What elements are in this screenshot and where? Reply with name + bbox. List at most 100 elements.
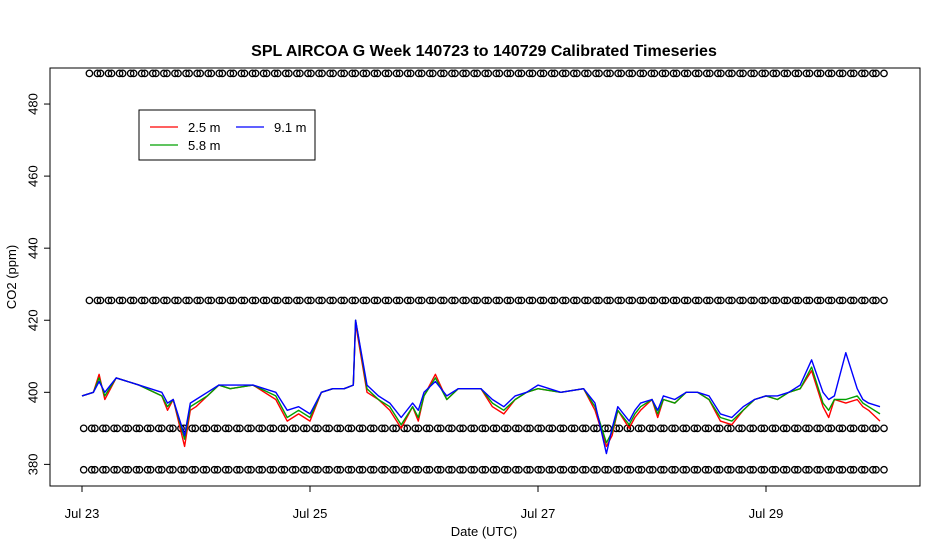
calibration-point bbox=[835, 424, 844, 433]
calibration-point bbox=[816, 465, 825, 474]
calibration-point bbox=[802, 296, 811, 305]
calibration-point bbox=[414, 296, 423, 305]
calibration-point bbox=[296, 69, 304, 78]
calibration-point bbox=[539, 296, 548, 305]
calibration-point bbox=[481, 424, 490, 433]
calibration-point bbox=[658, 69, 667, 78]
calibration-point bbox=[857, 424, 866, 433]
calibration-point bbox=[270, 296, 279, 305]
calibration-point bbox=[436, 424, 445, 433]
calibration-point bbox=[229, 296, 238, 305]
calibration-point bbox=[433, 424, 442, 433]
calibration-point bbox=[492, 69, 501, 78]
calibration-point bbox=[288, 465, 297, 474]
calibration-point bbox=[384, 69, 393, 78]
calibration-point bbox=[358, 424, 367, 433]
calibration-point bbox=[124, 465, 133, 474]
calibration-point bbox=[738, 424, 746, 433]
calibration-point bbox=[315, 296, 323, 305]
calibration-point bbox=[199, 465, 208, 474]
calibration-point bbox=[87, 465, 96, 474]
calibration-point bbox=[470, 296, 478, 305]
calibration-point bbox=[85, 296, 94, 305]
calibration-point bbox=[536, 296, 545, 305]
calibration-point bbox=[628, 296, 637, 305]
legend-label: 9.1 m bbox=[274, 120, 307, 135]
calibration-point bbox=[381, 465, 389, 474]
calibration-point bbox=[779, 465, 788, 474]
calibration-point bbox=[805, 296, 814, 305]
calibration-point bbox=[556, 465, 565, 474]
y-axis: 380 400 420 440 460 480 bbox=[25, 93, 50, 475]
calibration-point bbox=[559, 424, 568, 433]
calibration-point bbox=[169, 424, 177, 433]
x-tick-label: Jul 23 bbox=[65, 506, 100, 521]
calibration-point bbox=[307, 69, 315, 78]
calibration-point bbox=[679, 465, 687, 474]
calibration-point bbox=[146, 424, 155, 433]
calibration-point bbox=[601, 465, 609, 474]
calibration-point bbox=[771, 424, 780, 433]
calibration-point bbox=[702, 296, 711, 305]
calibration-point bbox=[679, 424, 687, 433]
calibration-point bbox=[636, 69, 645, 78]
calibration-point bbox=[838, 296, 847, 305]
calibration-point bbox=[248, 296, 257, 305]
calibration-point bbox=[750, 69, 758, 78]
calibration-point bbox=[163, 69, 171, 78]
calibration-point bbox=[196, 296, 205, 305]
calibration-point bbox=[299, 465, 308, 474]
calibration-point bbox=[121, 424, 130, 433]
calibration-point bbox=[880, 296, 888, 305]
calibration-point bbox=[727, 465, 735, 474]
calibration-point bbox=[780, 296, 789, 305]
calibration-point bbox=[573, 69, 581, 78]
calibration-point bbox=[174, 69, 182, 78]
calibration-point bbox=[573, 296, 581, 305]
calibration-point bbox=[661, 296, 670, 305]
calibration-point bbox=[835, 296, 844, 305]
calibration-point bbox=[868, 465, 877, 474]
calibration-point bbox=[481, 69, 490, 78]
calibration-point bbox=[772, 296, 781, 305]
calibration-point bbox=[171, 69, 179, 78]
calibration-point bbox=[648, 424, 657, 433]
calibration-point bbox=[790, 465, 799, 474]
calibration-point bbox=[567, 465, 576, 474]
calibration-point bbox=[467, 465, 475, 474]
calibration-point bbox=[392, 465, 401, 474]
calibration-point bbox=[146, 465, 155, 474]
calibration-point bbox=[96, 69, 105, 78]
calibration-point bbox=[683, 296, 692, 305]
calibration-point bbox=[395, 69, 404, 78]
calibration-point bbox=[232, 465, 241, 474]
calibration-point bbox=[728, 69, 736, 78]
calibration-point bbox=[87, 424, 96, 433]
calibration-point bbox=[129, 296, 138, 305]
calibration-point bbox=[739, 69, 747, 78]
calibration-point bbox=[191, 424, 200, 433]
calibration-point bbox=[251, 296, 260, 305]
calibration-point bbox=[503, 69, 512, 78]
calibration-point bbox=[277, 424, 286, 433]
calibration-point bbox=[860, 465, 869, 474]
calibration-point bbox=[492, 424, 501, 433]
calibration-point bbox=[702, 69, 711, 78]
calibration-point bbox=[615, 465, 624, 474]
calibration-point bbox=[417, 69, 426, 78]
calibration-point bbox=[259, 296, 268, 305]
calibration-point bbox=[534, 465, 542, 474]
calibration-point bbox=[794, 465, 802, 474]
calibration-point bbox=[444, 465, 453, 474]
calibration-point bbox=[849, 296, 858, 305]
calibration-point bbox=[682, 465, 691, 474]
calibration-point bbox=[425, 69, 434, 78]
calibration-point bbox=[715, 424, 724, 433]
calibration-point bbox=[110, 465, 118, 474]
calibration-point bbox=[124, 424, 133, 433]
calibration-point bbox=[612, 465, 621, 474]
calibration-point bbox=[126, 69, 135, 78]
calibration-point bbox=[548, 465, 557, 474]
calibration-point bbox=[288, 424, 297, 433]
calibration-point bbox=[436, 69, 445, 78]
